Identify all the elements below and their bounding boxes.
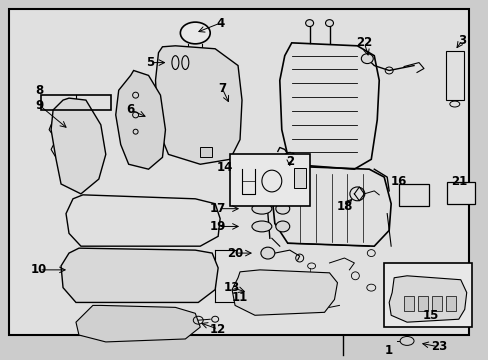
Text: 11: 11 bbox=[231, 291, 247, 304]
Polygon shape bbox=[155, 46, 242, 164]
Ellipse shape bbox=[275, 203, 289, 214]
Bar bbox=[446, 182, 474, 204]
Ellipse shape bbox=[305, 20, 313, 27]
Ellipse shape bbox=[172, 56, 179, 69]
Ellipse shape bbox=[275, 221, 289, 232]
Text: 15: 15 bbox=[422, 309, 438, 322]
Ellipse shape bbox=[182, 56, 188, 69]
Text: 4: 4 bbox=[216, 17, 224, 30]
Text: 6: 6 bbox=[126, 103, 135, 117]
Bar bbox=[431, 296, 441, 311]
Polygon shape bbox=[51, 98, 105, 194]
Ellipse shape bbox=[180, 22, 210, 44]
Polygon shape bbox=[232, 270, 337, 315]
Bar bbox=[445, 296, 455, 311]
Text: 18: 18 bbox=[336, 200, 352, 213]
Text: 9: 9 bbox=[35, 99, 43, 112]
Text: 8: 8 bbox=[35, 84, 43, 97]
Text: 13: 13 bbox=[224, 281, 240, 294]
Text: 20: 20 bbox=[226, 247, 243, 260]
Text: 3: 3 bbox=[457, 34, 465, 48]
Ellipse shape bbox=[261, 247, 274, 259]
Ellipse shape bbox=[325, 20, 333, 27]
Text: 7: 7 bbox=[218, 82, 226, 95]
Text: 1: 1 bbox=[385, 344, 392, 357]
Polygon shape bbox=[76, 305, 200, 342]
Text: 5: 5 bbox=[146, 56, 154, 69]
Bar bbox=[403, 296, 413, 311]
Text: 14: 14 bbox=[217, 161, 233, 174]
Text: 10: 10 bbox=[31, 264, 47, 276]
Ellipse shape bbox=[251, 221, 271, 232]
Ellipse shape bbox=[361, 54, 372, 64]
Ellipse shape bbox=[399, 337, 413, 345]
Bar bbox=[293, 168, 305, 188]
Polygon shape bbox=[66, 195, 220, 246]
Text: 22: 22 bbox=[355, 36, 372, 49]
Bar bbox=[417, 296, 427, 311]
Bar bbox=[200, 148, 212, 157]
Polygon shape bbox=[61, 248, 218, 302]
Text: 19: 19 bbox=[209, 220, 226, 233]
Bar bbox=[230, 154, 309, 206]
Text: 17: 17 bbox=[210, 202, 226, 215]
Text: 23: 23 bbox=[430, 340, 446, 354]
Polygon shape bbox=[388, 276, 466, 322]
Text: 12: 12 bbox=[210, 323, 226, 336]
Bar bbox=[384, 263, 471, 327]
Text: 16: 16 bbox=[390, 175, 407, 188]
Polygon shape bbox=[116, 71, 165, 169]
Ellipse shape bbox=[251, 203, 271, 214]
Bar bbox=[41, 95, 111, 110]
Text: 21: 21 bbox=[450, 175, 466, 188]
Text: 2: 2 bbox=[285, 155, 293, 168]
Bar bbox=[445, 51, 463, 100]
Bar bbox=[398, 184, 428, 206]
